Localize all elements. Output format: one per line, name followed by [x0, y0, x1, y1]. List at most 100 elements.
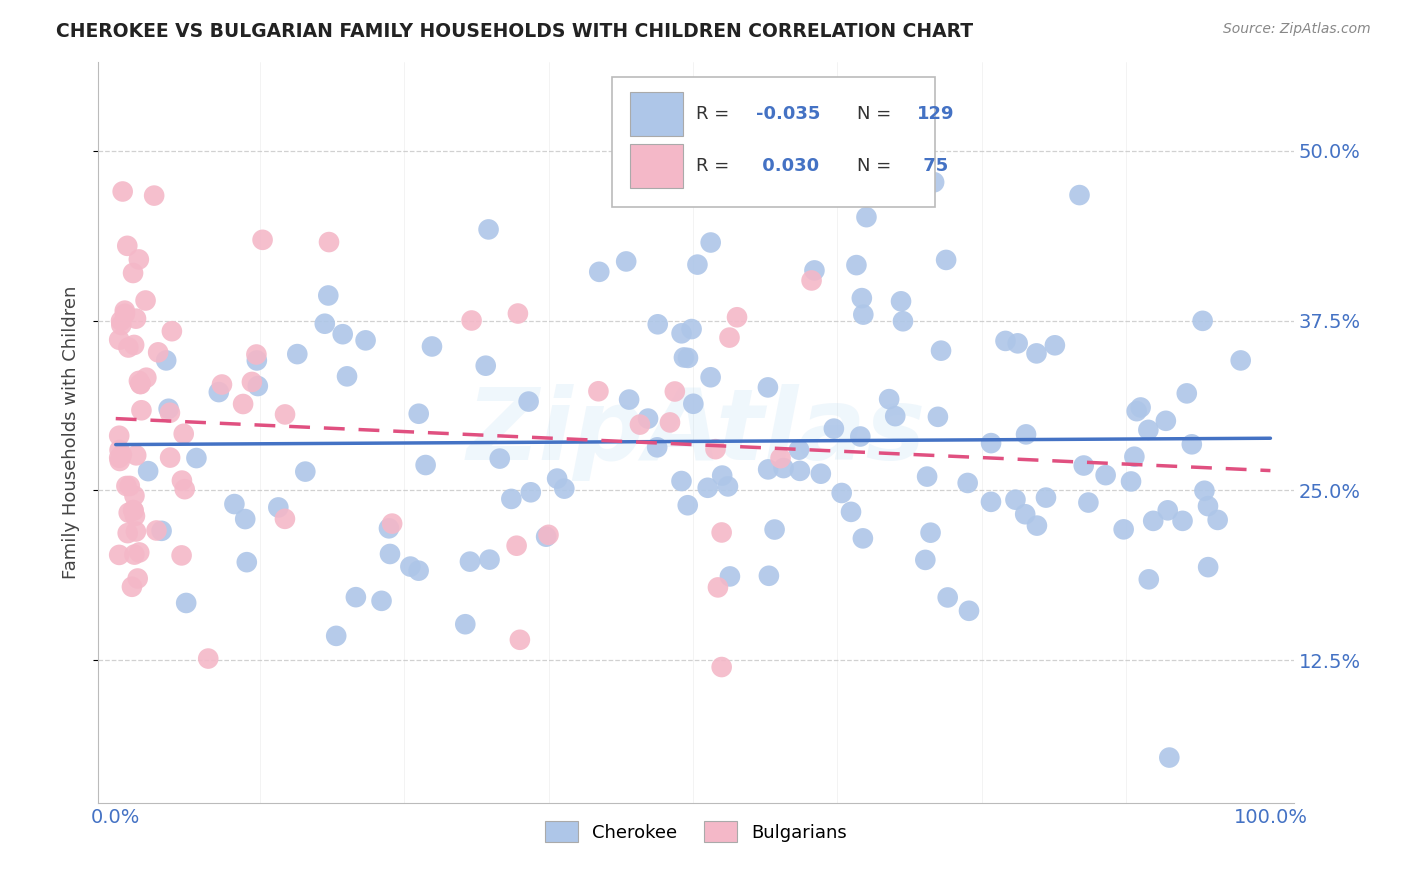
- Point: [1026, 518, 1049, 533]
- Point: [131, 403, 153, 417]
- Point: [800, 273, 823, 287]
- Point: [150, 524, 173, 538]
- Point: [890, 294, 912, 309]
- Point: [118, 479, 141, 493]
- Point: [458, 555, 481, 569]
- Text: Source: ZipAtlas.com: Source: ZipAtlas.com: [1223, 22, 1371, 37]
- Point: [980, 436, 1002, 450]
- Point: [1197, 560, 1219, 574]
- Point: [378, 547, 401, 561]
- Point: [114, 303, 136, 318]
- Text: 129: 129: [917, 105, 955, 123]
- Point: [477, 222, 499, 236]
- Point: [474, 359, 496, 373]
- Point: [173, 482, 195, 496]
- Point: [159, 406, 181, 420]
- Point: [1129, 401, 1152, 415]
- Point: [699, 370, 721, 384]
- Point: [122, 503, 145, 517]
- Y-axis label: Family Households with Children: Family Households with Children: [62, 286, 80, 579]
- Point: [852, 308, 875, 322]
- Point: [246, 353, 269, 368]
- Point: [245, 347, 267, 361]
- Point: [460, 313, 482, 327]
- Point: [454, 617, 477, 632]
- Point: [336, 369, 359, 384]
- Point: [659, 416, 682, 430]
- Point: [129, 377, 152, 392]
- Point: [756, 462, 779, 476]
- Point: [124, 548, 146, 562]
- Point: [1043, 338, 1066, 352]
- Point: [537, 528, 560, 542]
- Point: [121, 580, 143, 594]
- Point: [725, 310, 748, 325]
- Point: [314, 317, 336, 331]
- Point: [110, 318, 132, 332]
- Point: [143, 188, 166, 202]
- Point: [354, 334, 377, 348]
- Point: [935, 252, 957, 267]
- Point: [285, 347, 308, 361]
- Point: [108, 548, 131, 562]
- Point: [509, 632, 531, 647]
- Point: [588, 384, 610, 399]
- Point: [696, 481, 718, 495]
- Point: [789, 464, 811, 478]
- Point: [704, 442, 727, 457]
- Point: [1206, 513, 1229, 527]
- Point: [769, 451, 792, 466]
- Point: [686, 258, 709, 272]
- Point: [170, 549, 193, 563]
- Point: [267, 500, 290, 515]
- Point: [546, 472, 568, 486]
- Text: CHEROKEE VS BULGARIAN FAMILY HOUSEHOLDS WITH CHILDREN CORRELATION CHART: CHEROKEE VS BULGARIAN FAMILY HOUSEHOLDS …: [56, 22, 973, 41]
- Point: [787, 442, 810, 457]
- Point: [1154, 414, 1177, 428]
- Point: [124, 508, 146, 523]
- Point: [980, 495, 1002, 509]
- Point: [849, 429, 872, 443]
- Point: [929, 343, 952, 358]
- FancyBboxPatch shape: [630, 145, 683, 188]
- Point: [125, 311, 148, 326]
- Point: [914, 553, 936, 567]
- Point: [891, 314, 914, 328]
- Point: [810, 467, 832, 481]
- Point: [408, 564, 430, 578]
- Point: [344, 590, 367, 604]
- Point: [772, 461, 794, 475]
- Point: [505, 539, 527, 553]
- Point: [135, 293, 157, 308]
- Point: [710, 525, 733, 540]
- Point: [117, 526, 139, 541]
- Legend: Cherokee, Bulgarians: Cherokee, Bulgarians: [538, 814, 853, 849]
- Point: [1094, 468, 1116, 483]
- Point: [936, 591, 959, 605]
- Point: [128, 252, 150, 267]
- Point: [399, 559, 422, 574]
- Point: [1015, 427, 1038, 442]
- Text: N =: N =: [858, 157, 897, 175]
- Point: [332, 327, 354, 342]
- Point: [108, 443, 131, 458]
- Point: [517, 394, 540, 409]
- Point: [1197, 499, 1219, 513]
- Point: [186, 451, 208, 466]
- Point: [117, 341, 139, 355]
- Point: [274, 408, 297, 422]
- Point: [197, 651, 219, 665]
- Point: [240, 375, 263, 389]
- Point: [1119, 475, 1142, 489]
- Point: [831, 486, 853, 500]
- Point: [1004, 492, 1026, 507]
- Point: [671, 326, 693, 341]
- Point: [1035, 491, 1057, 505]
- Point: [224, 497, 246, 511]
- Point: [160, 324, 183, 338]
- Point: [682, 397, 704, 411]
- Point: [378, 521, 401, 535]
- Point: [128, 545, 150, 559]
- Point: [845, 258, 868, 272]
- Point: [125, 448, 148, 462]
